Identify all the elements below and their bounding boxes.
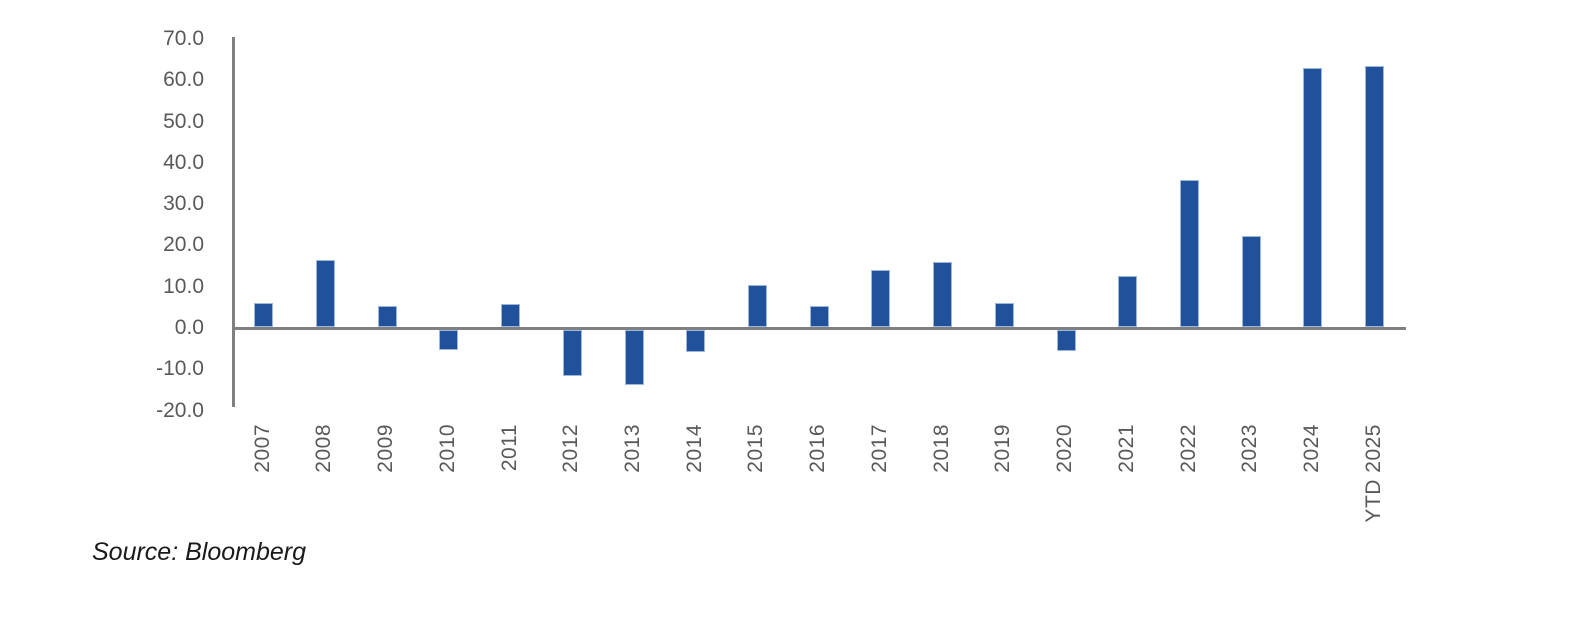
x-axis-label-2019: 2019 [991, 424, 1015, 473]
bar-2018 [933, 262, 953, 327]
y-axis-tick-label: 0.0 [174, 316, 204, 339]
x-axis-label-2012: 2012 [559, 424, 583, 473]
source-note: Source: Bloomberg [92, 538, 307, 566]
x-axis-label-2018: 2018 [929, 424, 953, 473]
y-axis-line [232, 37, 235, 407]
bar-2022 [1180, 180, 1199, 327]
x-axis-label-2015: 2015 [744, 424, 768, 473]
bar-2015 [747, 285, 767, 327]
x-axis-label-2013: 2013 [621, 424, 645, 473]
x-axis-label-2016: 2016 [806, 424, 830, 473]
bar-2016 [809, 306, 829, 327]
bar-2009 [377, 305, 397, 327]
bar-2021 [1118, 276, 1138, 327]
x-axis-label-2022: 2022 [1176, 424, 1200, 473]
bar-2013 [624, 330, 644, 385]
bar-2017 [871, 270, 891, 327]
x-axis-label-2021: 2021 [1114, 424, 1138, 473]
x-axis-label-2011: 2011 [497, 424, 521, 472]
x-axis-label-2010: 2010 [435, 424, 459, 473]
x-axis-label-2020: 2020 [1053, 424, 1077, 473]
bar-2008 [315, 259, 335, 327]
bar-2010 [439, 330, 459, 350]
y-axis-tick-label: 60.0 [163, 68, 204, 92]
y-axis-tick-label: -20.0 [156, 398, 204, 422]
x-axis-label-2017: 2017 [867, 424, 891, 473]
y-axis-tick-label: 50.0 [163, 109, 204, 133]
x-axis-label-2023: 2023 [1238, 424, 1262, 473]
bar-2023 [1241, 235, 1261, 327]
x-axis-zero-line [232, 326, 1406, 330]
x-axis-label-YTD 2025: YTD 2025 [1361, 424, 1385, 523]
y-axis-tick-label: 20.0 [163, 233, 204, 257]
x-axis-label-2009: 2009 [374, 424, 398, 473]
bar-2007 [254, 303, 274, 327]
y-axis-tick-label: -10.0 [156, 357, 204, 381]
bar-YTD 2025 [1365, 66, 1385, 327]
bar-2014 [686, 330, 706, 352]
bar-2020 [1056, 330, 1076, 352]
bar-2012 [562, 330, 582, 376]
y-axis-tick-label: 40.0 [163, 150, 204, 174]
x-axis-label-2008: 2008 [312, 424, 336, 473]
x-axis-label-2024: 2024 [1299, 424, 1323, 473]
y-axis-tick-label: 70.0 [163, 26, 204, 50]
bar-2024 [1303, 68, 1323, 327]
bar-2011 [501, 303, 521, 327]
x-axis-label-2007: 2007 [250, 424, 274, 473]
y-axis-tick-label: 10.0 [163, 274, 204, 298]
x-axis-label-2014: 2014 [682, 424, 706, 473]
y-axis-tick-label: 30.0 [163, 192, 204, 216]
bar-2019 [994, 303, 1014, 327]
